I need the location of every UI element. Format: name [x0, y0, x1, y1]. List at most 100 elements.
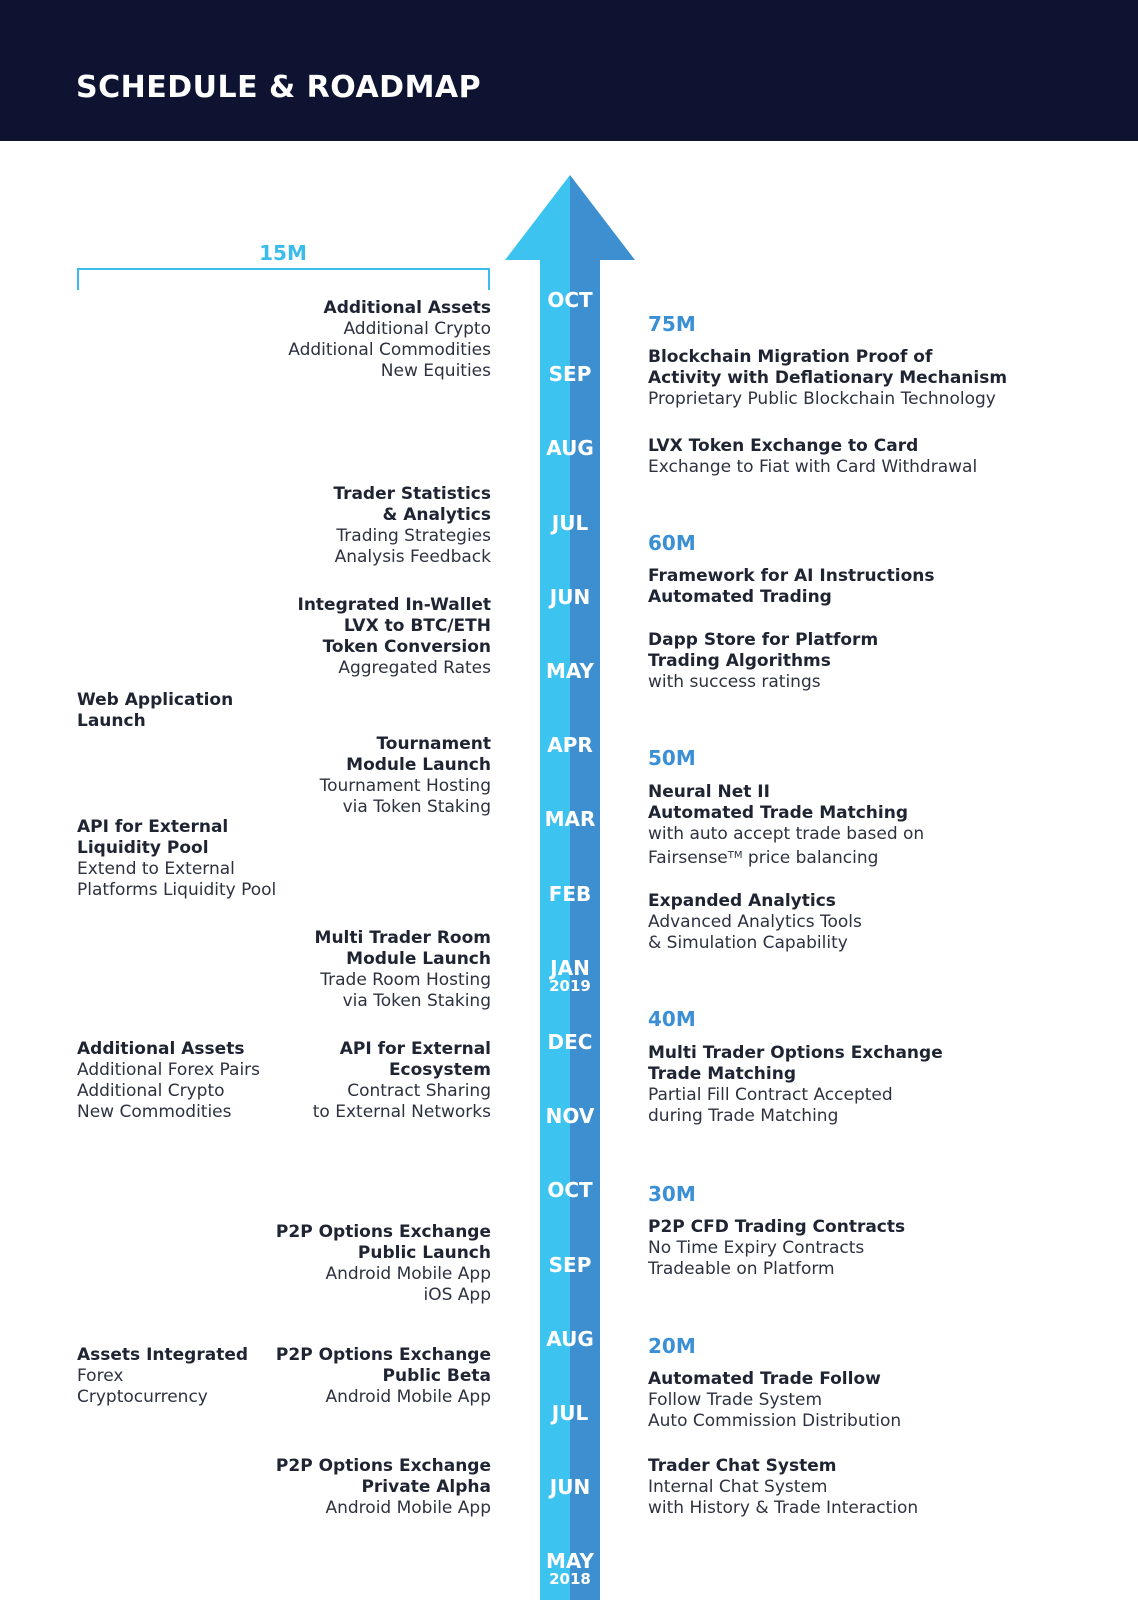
left-web-app: Web Application Launch [77, 690, 233, 732]
right-lvx-card: LVX Token Exchange to Card Exchange to F… [648, 436, 977, 478]
item-title: P2P CFD Trading Contracts [648, 1217, 906, 1237]
item-line: Aggregated Rates [338, 658, 491, 678]
item-line: with History & Trade Interaction [648, 1498, 919, 1518]
item-title: Trading Algorithms [648, 651, 831, 671]
item-title: Automated Trading [648, 587, 832, 607]
item-title: Tournament [376, 734, 491, 754]
left-trader-statistics: Trader Statistics & Analytics Trading St… [333, 484, 491, 568]
item-title: Additional Assets [77, 1039, 245, 1059]
item-title: Token Conversion [322, 637, 491, 657]
item-line: via Token Staking [342, 797, 491, 817]
right-expanded-analytics: Expanded Analytics Advanced Analytics To… [648, 891, 862, 954]
item-line: during Trade Matching [648, 1106, 839, 1126]
month-label: DEC [540, 1032, 600, 1053]
month-label: OCT [540, 290, 600, 311]
month-label: JUN [540, 1477, 600, 1498]
item-line: Android Mobile App [325, 1498, 491, 1518]
month-name: APR [547, 733, 593, 757]
item-title: Module Launch [346, 755, 491, 775]
item-title: Launch [77, 711, 146, 731]
arrow-head-light [505, 175, 570, 260]
left-p2p-public-launch: P2P Options Exchange Public Launch Andro… [276, 1222, 491, 1306]
left-additional-assets: Additional Assets Additional Crypto Addi… [288, 298, 491, 382]
item-title: Automated Trade Follow [648, 1369, 881, 1389]
left-p2p-private-alpha: P2P Options Exchange Private Alpha Andro… [276, 1456, 491, 1519]
right-dapp-store: Dapp Store for Platform Trading Algorith… [648, 630, 878, 693]
month-name: OCT [547, 288, 593, 312]
right-trader-chat: Trader Chat System Internal Chat System … [648, 1456, 918, 1519]
month-label: JUN [540, 587, 600, 608]
item-line: via Token Staking [342, 991, 491, 1011]
bracket-milestone-label: 15M [259, 241, 307, 265]
month-label: NOV [540, 1106, 600, 1127]
milestone-40m: 40M [648, 1007, 696, 1031]
item-title: Neural Net II [648, 782, 770, 802]
item-title: Web Application [77, 690, 234, 710]
left-additional-assets-2: Additional Assets Additional Forex Pairs… [77, 1039, 260, 1123]
left-tournament: Tournament Module Launch Tournament Host… [320, 734, 491, 818]
item-title: & Analytics [382, 505, 491, 525]
item-line: Follow Trade System [648, 1390, 823, 1410]
item-title: Trade Matching [648, 1064, 796, 1084]
item-line: Additional Commodities [288, 340, 491, 360]
item-line: Android Mobile App [325, 1264, 491, 1284]
month-label: APR [540, 735, 600, 756]
item-line: Tournament Hosting [319, 776, 491, 796]
month-name: FEB [548, 882, 592, 906]
item-title: Trader Statistics [333, 484, 491, 504]
item-line: Additional Forex Pairs [77, 1060, 261, 1080]
item-line: Extend to External [77, 859, 235, 879]
item-line: New Commodities [77, 1102, 232, 1122]
item-title: LVX Token Exchange to Card [648, 436, 919, 456]
month-label: FEB [540, 884, 600, 905]
month-name: JAN [550, 956, 590, 980]
item-title: Module Launch [346, 949, 491, 969]
item-line: Contract Sharing [347, 1081, 491, 1101]
item-line: Analysis Feedback [334, 547, 491, 567]
item-line: Exchange to Fiat with Card Withdrawal [648, 457, 978, 477]
item-line-fairsense: FairsenseTM price balancing [648, 848, 879, 868]
item-line: Platforms Liquidity Pool [77, 880, 277, 900]
item-title: P2P Options Exchange [275, 1345, 491, 1365]
left-api-ecosystem: API for External Ecosystem Contract Shar… [313, 1039, 491, 1123]
left-p2p-public-beta: P2P Options Exchange Public Beta Android… [276, 1345, 491, 1408]
item-line: New Equities [380, 361, 491, 381]
item-title: API for External [339, 1039, 491, 1059]
item-line: No Time Expiry Contracts [648, 1238, 865, 1258]
item-title: Multi Trader Options Exchange [648, 1043, 943, 1063]
left-api-liquidity: API for External Liquidity Pool Extend t… [77, 817, 276, 901]
item-line: with success ratings [648, 672, 821, 692]
item-title: Trader Chat System [648, 1456, 837, 1476]
item-title: Dapp Store for Platform [648, 630, 879, 650]
item-line: Partial Fill Contract Accepted [648, 1085, 893, 1105]
milestone-60m: 60M [648, 531, 696, 555]
month-label: JAN 2019 [540, 958, 600, 994]
right-auto-trade-follow: Automated Trade Follow Follow Trade Syst… [648, 1369, 901, 1432]
month-name: JUN [549, 1475, 591, 1499]
right-ai-framework: Framework for AI Instructions Automated … [648, 566, 935, 608]
item-title: Expanded Analytics [648, 891, 836, 911]
milestone-50m: 50M [648, 746, 696, 770]
item-line: & Simulation Capability [648, 933, 848, 953]
page-title: SCHEDULE & ROADMAP [76, 70, 482, 105]
item-line: Forex [77, 1366, 124, 1386]
item-title: Integrated In-Wallet [297, 595, 492, 615]
timeline-arrow [505, 175, 635, 1600]
header-bar: SCHEDULE & ROADMAP [0, 0, 1138, 141]
item-title: API for External [77, 817, 229, 837]
item-title: Ecosystem [388, 1060, 491, 1080]
item-line: iOS App [423, 1285, 491, 1305]
month-label: JUL [540, 513, 600, 534]
item-line: Internal Chat System [648, 1477, 828, 1497]
month-name: DEC [547, 1030, 593, 1054]
month-name: MAR [544, 807, 596, 831]
item-title: LVX to BTC/ETH [343, 616, 491, 636]
month-name: MAY [546, 1549, 594, 1573]
month-name: AUG [546, 1327, 594, 1351]
item-line: with auto accept trade based on [648, 824, 925, 844]
month-name: JUL [551, 511, 589, 535]
item-title: Liquidity Pool [77, 838, 209, 858]
arrow-head-dark [570, 175, 635, 260]
item-line: Tradeable on Platform [648, 1259, 835, 1279]
month-label: MAY [540, 661, 600, 682]
